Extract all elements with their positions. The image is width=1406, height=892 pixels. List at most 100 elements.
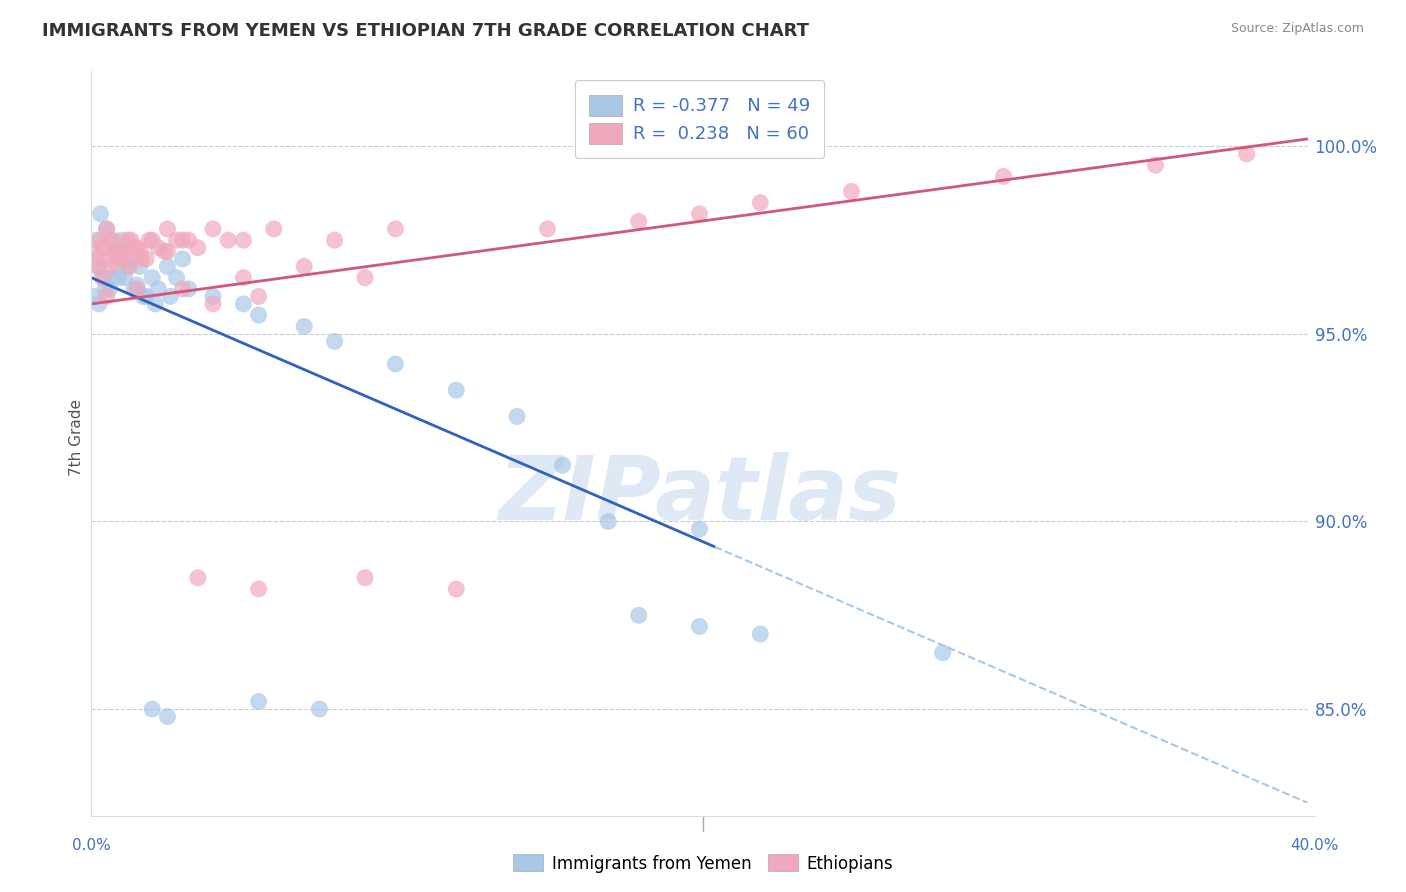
Point [120,252,142,266]
Text: ZIPatlas: ZIPatlas [498,452,901,539]
Point [129,260,152,274]
Point [135,252,157,266]
Point [688,522,710,536]
Point [308,702,330,716]
Point [202,297,225,311]
Point [84,244,107,259]
Point [384,222,406,236]
Point [232,233,254,247]
Point [94,282,117,296]
Point [143,297,166,311]
Text: Source: ZipAtlas.com: Source: ZipAtlas.com [1230,22,1364,36]
Point [120,233,142,247]
Point [122,241,145,255]
Point [91,270,114,285]
Point [98,233,121,247]
Point [217,233,239,247]
Point [247,308,270,322]
Point [172,233,194,247]
Point [135,289,157,303]
Point [166,233,188,247]
Legend: Immigrants from Yemen, Ethiopians: Immigrants from Yemen, Ethiopians [506,847,900,880]
Point [506,409,529,424]
Point [148,282,170,296]
Point [100,260,122,274]
Point [1236,147,1258,161]
Point [141,233,163,247]
Point [141,270,163,285]
Point [444,383,467,397]
Point [97,252,120,266]
Point [122,282,145,296]
Y-axis label: 7th Grade: 7th Grade [69,399,84,475]
Point [688,619,710,633]
Point [187,571,209,585]
Point [117,260,139,274]
Point [141,702,163,716]
Point [323,334,346,349]
Point [148,241,170,255]
Point [132,289,155,303]
Point [87,260,110,274]
Point [156,709,179,723]
Text: 0.0%: 0.0% [72,838,111,854]
Point [156,244,179,259]
Point [841,185,863,199]
Point [84,233,107,247]
Point [323,233,346,247]
Point [96,222,118,236]
Point [749,627,772,641]
Point [177,233,200,247]
Point [247,694,270,708]
Point [247,289,270,303]
Point [129,244,152,259]
Point [232,270,254,285]
Point [104,244,127,259]
Point [131,252,153,266]
Point [96,222,118,236]
Point [172,282,194,296]
Point [93,241,115,255]
Point [107,244,129,259]
Point [101,244,124,259]
Point [166,270,188,285]
Point [107,270,129,285]
Point [125,282,148,296]
Point [354,270,377,285]
Point [551,458,574,473]
Legend: R = -0.377   N = 49, R =  0.238   N = 60: R = -0.377 N = 49, R = 0.238 N = 60 [575,80,824,158]
Point [111,233,134,247]
Point [125,278,148,293]
Point [111,244,134,259]
Point [177,282,200,296]
Point [105,260,128,274]
Point [83,289,105,303]
Point [627,608,650,623]
Point [384,357,406,371]
Point [114,252,136,266]
Point [536,222,558,236]
Point [1144,158,1167,172]
Point [93,270,115,285]
Point [688,207,710,221]
Point [86,252,108,266]
Point [96,289,118,303]
Point [125,241,148,255]
Point [354,571,377,585]
Point [993,169,1015,184]
Point [100,270,122,285]
Point [627,214,650,228]
Point [117,233,139,247]
Point [87,297,110,311]
Point [86,260,108,274]
Point [292,319,315,334]
Point [101,233,124,247]
Point [598,515,620,529]
Point [153,244,176,259]
Point [247,582,270,596]
Point [202,222,225,236]
Point [159,289,181,303]
Point [931,646,953,660]
Point [749,195,772,210]
Point [114,270,136,285]
